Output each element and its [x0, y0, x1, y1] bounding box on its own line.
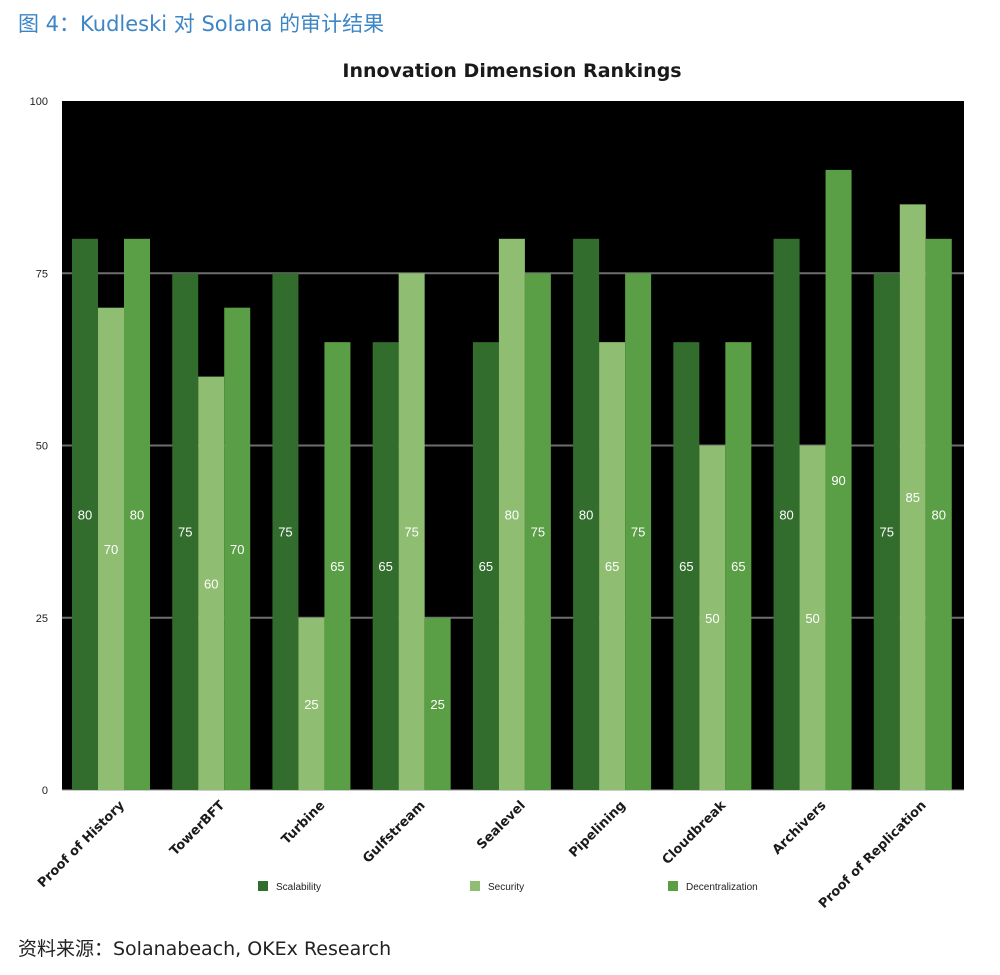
- bar: [524, 273, 551, 790]
- legend: Scalability Security Decentralization: [258, 881, 758, 893]
- legend-swatch: [470, 881, 480, 891]
- data-label: 70: [104, 542, 118, 557]
- data-label: 50: [805, 611, 819, 626]
- source-note: 资料来源：Solanabeach, OKEx Research: [18, 938, 392, 960]
- data-label: 75: [178, 525, 192, 540]
- legend-label: Security: [488, 882, 524, 893]
- bar: [699, 445, 726, 790]
- data-label: 80: [130, 507, 144, 522]
- bar: [799, 445, 826, 790]
- y-tick-label: 75: [36, 268, 48, 280]
- data-label: 70: [230, 542, 244, 557]
- category-label: TowerBFT: [167, 798, 228, 859]
- bar: [372, 342, 399, 790]
- bar: [124, 238, 150, 791]
- bar-chart: Innovation Dimension Rankings 80 70 80 75 60…: [30, 60, 964, 912]
- figure-caption: 图 4：Kudleski 对 Solana 的审计结果: [18, 12, 385, 36]
- y-tick-label: 0: [42, 785, 48, 797]
- data-label: 80: [932, 507, 946, 522]
- data-label: 75: [631, 525, 645, 540]
- data-label: 25: [430, 697, 444, 712]
- legend-label: Scalability: [276, 882, 321, 893]
- data-label: 80: [505, 507, 519, 522]
- bar: [72, 238, 98, 791]
- category-label: Archivers: [770, 798, 830, 858]
- category-label: Gulfstream: [360, 798, 428, 866]
- category-label: Turbine: [279, 798, 329, 848]
- data-label: 65: [330, 559, 344, 574]
- category-label: Proof of Replication: [816, 798, 929, 911]
- bar: [673, 342, 700, 790]
- bar: [773, 238, 800, 791]
- bar: [873, 273, 900, 790]
- legend-swatch: [258, 881, 268, 891]
- bar: [298, 617, 325, 790]
- data-label: 80: [779, 507, 793, 522]
- bar: [725, 342, 752, 790]
- bar: [424, 617, 451, 790]
- data-label: 65: [731, 559, 745, 574]
- bar: [498, 238, 525, 791]
- category-label: Cloudbreak: [660, 798, 730, 868]
- bars: [72, 169, 952, 791]
- data-label: 75: [531, 525, 545, 540]
- y-tick-label: 50: [36, 441, 48, 453]
- bar: [272, 273, 299, 790]
- bar: [172, 273, 199, 790]
- bar: [324, 342, 351, 790]
- bar: [472, 342, 499, 790]
- x-axis-categories: Proof of History TowerBFT Turbine Gulfstrea…: [35, 798, 930, 912]
- legend-label: Decentralization: [686, 882, 758, 893]
- bar: [825, 169, 852, 790]
- y-axis-ticks: 0 25 50 75 100: [30, 96, 48, 797]
- data-label: 75: [880, 525, 894, 540]
- bar: [925, 238, 952, 791]
- data-label: 65: [605, 559, 619, 574]
- bar: [198, 376, 225, 790]
- bar: [224, 307, 251, 790]
- data-label: 80: [579, 507, 593, 522]
- bar: [899, 204, 926, 791]
- chart-title: Innovation Dimension Rankings: [342, 60, 681, 82]
- bar: [398, 273, 425, 790]
- data-label: 65: [679, 559, 693, 574]
- bar: [625, 273, 652, 790]
- data-label: 80: [78, 507, 92, 522]
- data-label: 60: [204, 576, 218, 591]
- data-label: 25: [304, 697, 318, 712]
- bar: [98, 307, 124, 790]
- data-label: 85: [906, 490, 920, 505]
- category-label: Sealevel: [474, 798, 528, 852]
- data-label: 75: [404, 525, 418, 540]
- data-label: 50: [705, 611, 719, 626]
- bar: [599, 342, 626, 790]
- data-labels: 80 70 80 75 60 70 75 25 65 65 75 25 65 80 75 80 65 75 65 50…: [78, 473, 946, 712]
- y-tick-label: 100: [30, 96, 48, 108]
- category-label: Proof of History: [35, 798, 128, 891]
- bar: [573, 238, 600, 791]
- legend-swatch: [668, 881, 678, 891]
- y-tick-label: 25: [36, 613, 48, 625]
- category-label: Pipelining: [567, 798, 629, 860]
- data-label: 65: [479, 559, 493, 574]
- data-label: 90: [831, 473, 845, 488]
- data-label: 75: [278, 525, 292, 540]
- data-label: 65: [378, 559, 392, 574]
